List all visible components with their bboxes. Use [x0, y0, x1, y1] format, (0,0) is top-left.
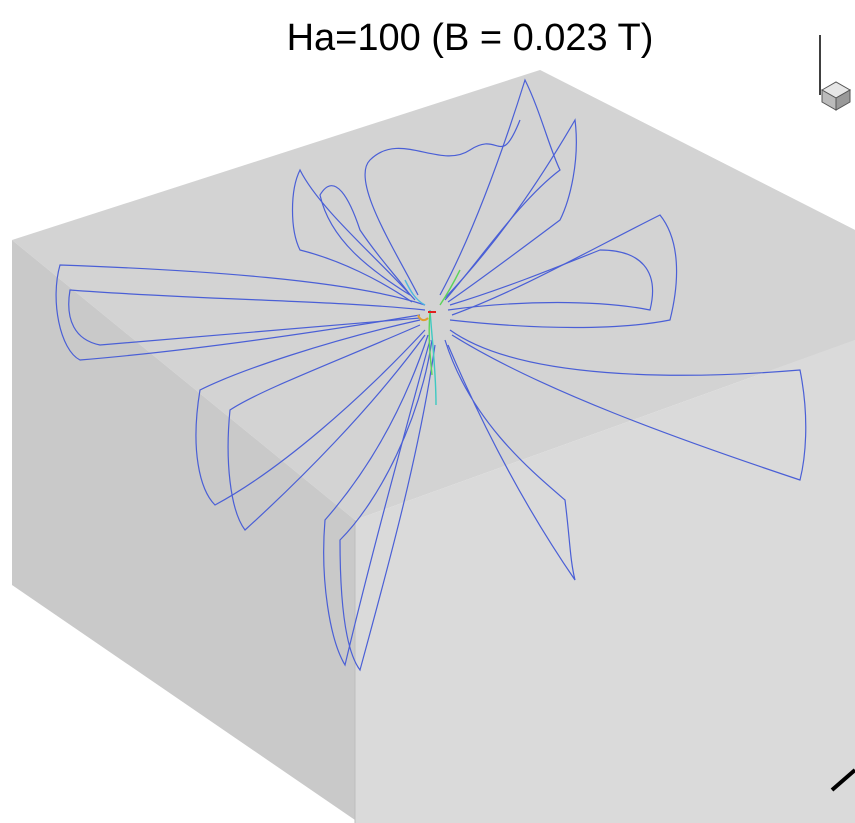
title: Ha=100 (B = 0.023 T) [287, 17, 654, 59]
page: Ha=100 (B = 0.023 T) (() => { const data… [0, 0, 855, 823]
render: Ha=100 (B = 0.023 T) [0, 0, 855, 823]
axis-icon [820, 35, 850, 110]
